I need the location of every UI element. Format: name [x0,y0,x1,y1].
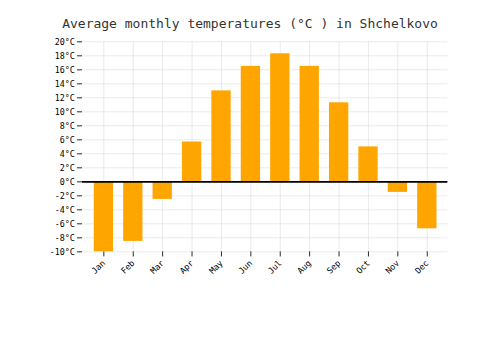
svg-text:Feb: Feb [119,258,137,276]
svg-text:20°C: 20°C [55,37,75,47]
svg-text:16°C: 16°C [55,65,75,75]
svg-text:Nov: Nov [383,258,401,276]
svg-text:14°C: 14°C [55,79,75,89]
svg-text:Jan: Jan [89,258,107,276]
svg-text:0°C: 0°C [60,177,75,187]
svg-text:-4°C: -4°C [55,205,75,215]
svg-text:Mar: Mar [148,258,166,276]
svg-text:Oct: Oct [354,258,372,276]
svg-text:-6°C: -6°C [55,219,75,229]
svg-text:Aug: Aug [295,258,313,276]
svg-text:2°C: 2°C [60,163,75,173]
svg-text:Apr: Apr [178,258,196,276]
svg-text:6°C: 6°C [60,135,75,145]
svg-text:-2°C: -2°C [55,191,75,201]
svg-text:12°C: 12°C [55,93,75,103]
svg-text:10°C: 10°C [55,107,75,117]
svg-text:Jun: Jun [236,258,254,276]
svg-text:-10°C: -10°C [50,247,75,257]
html-text:Average monthly temperatures (: Average monthly temperatures (°C ) in Sh… [62,16,438,31]
svg-text:Jul: Jul [266,258,284,276]
svg-text:4°C: 4°C [60,149,75,159]
svg-text:Dec: Dec [413,258,431,276]
svg-text:8°C: 8°C [60,121,75,131]
svg-text:May: May [207,258,225,276]
svg-text:-8°C: -8°C [55,233,75,243]
svg-text:18°C: 18°C [55,51,75,61]
svg-text:Sep: Sep [325,258,343,276]
